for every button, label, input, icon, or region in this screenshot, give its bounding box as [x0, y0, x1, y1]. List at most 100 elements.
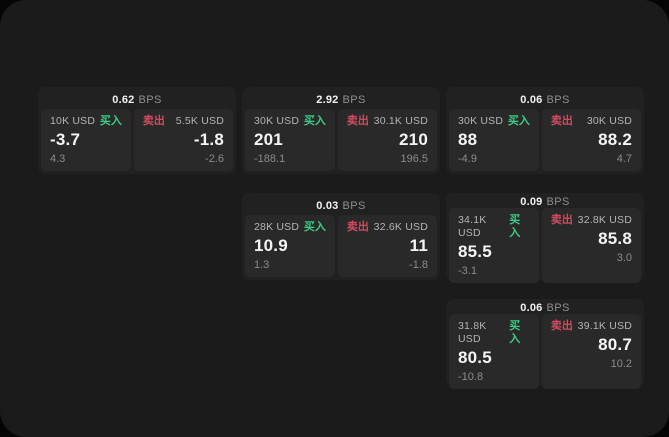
spread-header: 0.06 BPS — [449, 90, 641, 109]
buy-panel-top: 30K USD 买入 — [254, 115, 326, 128]
buy-side-label: 买入 — [303, 221, 326, 233]
quote-card: 0.09 BPS 34.1K USD 买入 85.5 -3.1 卖出 32.8K… — [446, 193, 644, 283]
buy-delta: -188.1 — [254, 153, 286, 165]
buy-panel[interactable]: 28K USD 买入 10.9 1.3 — [245, 215, 335, 277]
spread-value: 0.62 — [112, 93, 135, 106]
spread-header: 2.92 BPS — [245, 90, 437, 109]
buy-delta: -4.9 — [458, 153, 477, 165]
sell-price: 11 — [409, 236, 428, 255]
bps-unit-label: BPS — [546, 196, 570, 208]
buy-panel[interactable]: 30K USD 买入 201 -188.1 — [245, 109, 335, 171]
buy-price: -3.7 — [50, 130, 81, 149]
buy-panel[interactable]: 30K USD 买入 88 -4.9 — [449, 109, 539, 171]
buy-side-label: 买入 — [507, 115, 530, 127]
bps-unit-label: BPS — [138, 93, 162, 106]
sell-panel-top: 卖出 32.8K USD — [551, 214, 632, 227]
sell-side-label: 卖出 — [550, 115, 573, 127]
quote-card: 2.92 BPS 30K USD 买入 201 -188.1 卖出 30.1K … — [242, 87, 440, 174]
sell-delta: 196.5 — [400, 153, 428, 165]
sell-panel-top: 卖出 30K USD — [551, 115, 632, 128]
sell-side-label: 卖出 — [346, 115, 369, 127]
bps-unit-label: BPS — [546, 302, 570, 314]
sell-size: 32.6K USD — [373, 221, 428, 233]
sell-panel[interactable]: 卖出 32.6K USD 11 -1.8 — [337, 215, 437, 277]
quote-panels: 30K USD 买入 201 -188.1 卖出 30.1K USD 210 1… — [245, 109, 437, 171]
buy-side-label: 买入 — [303, 115, 326, 127]
buy-delta: 4.3 — [50, 153, 66, 165]
sell-panel-top: 卖出 39.1K USD — [551, 320, 632, 333]
quote-panels: 34.1K USD 买入 85.5 -3.1 卖出 32.8K USD 85.8… — [449, 208, 641, 283]
buy-size: 28K USD — [254, 221, 300, 233]
sell-panel[interactable]: 卖出 5.5K USD -1.8 -2.6 — [133, 109, 233, 171]
sell-size: 5.5K USD — [175, 115, 224, 127]
sell-side-label: 卖出 — [346, 221, 369, 233]
sell-price: 88.2 — [598, 130, 632, 149]
buy-panel-top: 34.1K USD 买入 — [458, 214, 530, 240]
sell-panel[interactable]: 卖出 30.1K USD 210 196.5 — [337, 109, 437, 171]
buy-delta: 1.3 — [254, 259, 270, 271]
buy-price: 201 — [254, 130, 283, 149]
sell-delta: 4.7 — [616, 153, 632, 165]
spread-header: 0.09 BPS — [449, 196, 641, 208]
buy-size: 30K USD — [254, 115, 300, 127]
spread-header: 0.62 BPS — [41, 90, 233, 109]
sell-delta: 3.0 — [616, 252, 632, 264]
buy-panel[interactable]: 34.1K USD 买入 85.5 -3.1 — [449, 208, 539, 283]
spread-header: 0.03 BPS — [245, 196, 437, 215]
bps-unit-label: BPS — [546, 93, 570, 106]
spread-value: 0.09 — [520, 196, 543, 208]
buy-delta: -10.8 — [458, 371, 484, 383]
spread-value: 0.03 — [316, 199, 339, 212]
spread-value: 0.06 — [520, 93, 543, 106]
sell-price: 210 — [399, 130, 428, 149]
buy-price: 10.9 — [254, 236, 288, 255]
sell-side-label: 卖出 — [550, 214, 573, 226]
sell-delta: -1.8 — [409, 259, 428, 271]
quote-card: 0.06 BPS 30K USD 买入 88 -4.9 卖出 30K USD 8… — [446, 87, 644, 174]
buy-size: 30K USD — [458, 115, 504, 127]
buy-price: 80.5 — [458, 348, 492, 367]
quote-panels: 28K USD 买入 10.9 1.3 卖出 32.6K USD 11 -1.8 — [245, 215, 437, 277]
sell-panel[interactable]: 卖出 32.8K USD 85.8 3.0 — [541, 208, 641, 283]
bps-unit-label: BPS — [342, 199, 366, 212]
sell-size: 39.1K USD — [577, 320, 632, 332]
buy-delta: -3.1 — [458, 265, 477, 277]
buy-panel-top: 10K USD 买入 — [50, 115, 122, 128]
sell-side-label: 卖出 — [142, 115, 165, 127]
quote-card: 0.03 BPS 28K USD 买入 10.9 1.3 卖出 32.6K US… — [242, 193, 440, 280]
sell-price: 85.8 — [598, 229, 632, 248]
sell-size: 32.8K USD — [577, 214, 632, 226]
buy-size: 10K USD — [50, 115, 96, 127]
bps-unit-label: BPS — [342, 93, 366, 106]
sell-side-label: 卖出 — [550, 320, 573, 332]
buy-side-label: 买入 — [99, 115, 122, 127]
sell-size: 30K USD — [586, 115, 632, 127]
quote-card: 0.62 BPS 10K USD 买入 -3.7 4.3 卖出 5.5K USD… — [38, 87, 236, 174]
spread-header: 0.06 BPS — [449, 302, 641, 314]
sell-panel-top: 卖出 32.6K USD — [347, 221, 428, 234]
quote-panels: 30K USD 买入 88 -4.9 卖出 30K USD 88.2 4.7 — [449, 109, 641, 171]
buy-side-label: 买入 — [509, 320, 521, 345]
sell-price: -1.8 — [193, 130, 224, 149]
buy-panel-top: 28K USD 买入 — [254, 221, 326, 234]
sell-panel-top: 卖出 5.5K USD — [143, 115, 224, 128]
sell-delta: 10.2 — [610, 358, 632, 370]
quote-panels: 10K USD 买入 -3.7 4.3 卖出 5.5K USD -1.8 -2.… — [41, 109, 233, 171]
buy-size: 31.8K USD — [458, 320, 487, 345]
buy-panel[interactable]: 31.8K USD 买入 80.5 -10.8 — [449, 314, 539, 389]
buy-panel-top: 31.8K USD 买入 — [458, 320, 530, 346]
buy-panel[interactable]: 10K USD 买入 -3.7 4.3 — [41, 109, 131, 171]
sell-size: 30.1K USD — [373, 115, 428, 127]
buy-size: 34.1K USD — [458, 214, 487, 239]
buy-side-label: 买入 — [509, 214, 521, 239]
sell-delta: -2.6 — [205, 153, 224, 165]
sell-panel[interactable]: 卖出 30K USD 88.2 4.7 — [541, 109, 641, 171]
quote-card: 0.06 BPS 31.8K USD 买入 80.5 -10.8 卖出 39.1… — [446, 299, 644, 389]
spread-value: 2.92 — [316, 93, 339, 106]
buy-panel-top: 30K USD 买入 — [458, 115, 530, 128]
spread-value: 0.06 — [520, 302, 543, 314]
sell-panel-top: 卖出 30.1K USD — [347, 115, 428, 128]
sell-panel[interactable]: 卖出 39.1K USD 80.7 10.2 — [541, 314, 641, 389]
quote-cards-grid: 0.62 BPS 10K USD 买入 -3.7 4.3 卖出 5.5K USD… — [38, 87, 644, 389]
